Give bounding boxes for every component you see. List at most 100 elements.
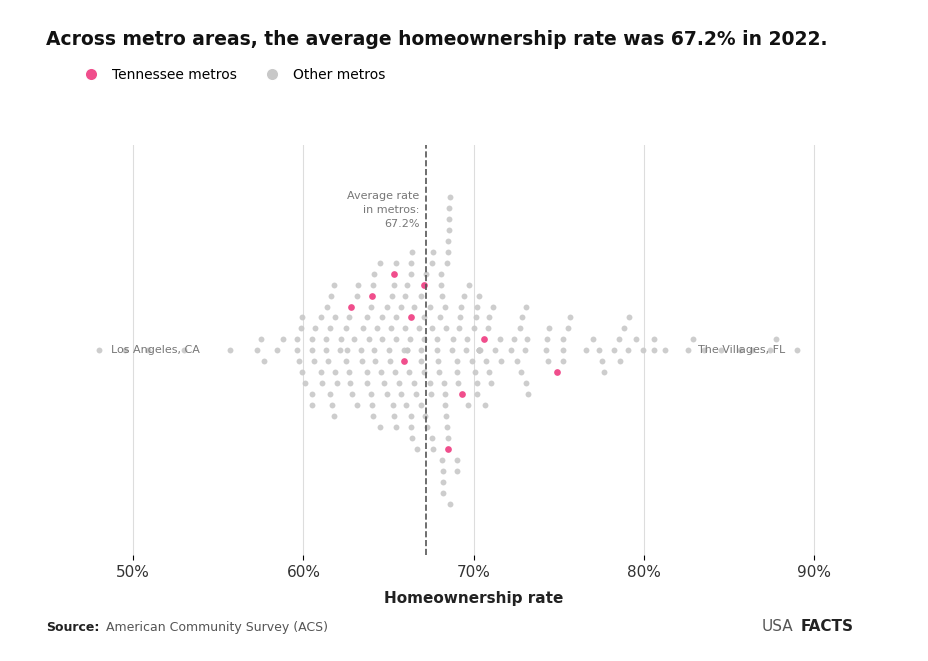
Point [304, 389, 319, 399]
Point [439, 410, 454, 421]
Point [327, 367, 342, 377]
Point [388, 334, 403, 344]
Point [366, 410, 380, 421]
Point [471, 345, 486, 356]
Point [407, 389, 422, 399]
Point [762, 345, 777, 356]
Point [437, 400, 452, 410]
Point [470, 301, 484, 312]
Point [403, 422, 418, 432]
Point [315, 378, 329, 389]
Point [458, 334, 473, 344]
Text: Los Angeles, CA: Los Angeles, CA [110, 345, 200, 356]
Point [657, 345, 672, 356]
Point [440, 247, 455, 257]
Point [318, 334, 333, 344]
Point [388, 422, 403, 432]
Point [350, 400, 365, 410]
Point [443, 498, 458, 509]
Point [425, 444, 440, 454]
Point [338, 356, 353, 367]
Point [493, 356, 508, 367]
Point [484, 301, 499, 312]
Point [442, 203, 457, 214]
Point [304, 400, 319, 410]
Point [314, 367, 329, 377]
Point [304, 334, 319, 344]
Point [249, 345, 264, 356]
Point [458, 345, 472, 356]
Point [418, 410, 432, 421]
Point [481, 367, 496, 377]
Text: The Villages, FL: The Villages, FL [698, 345, 784, 356]
Point [481, 323, 496, 334]
Point [404, 247, 419, 257]
Point [413, 345, 428, 356]
Point [327, 410, 342, 421]
Point [471, 345, 486, 356]
Point [391, 378, 406, 389]
Point [319, 301, 334, 312]
Point [621, 312, 636, 323]
X-axis label: Homeownership rate: Homeownership rate [383, 591, 563, 606]
Point [438, 323, 453, 334]
Point [177, 345, 192, 356]
Point [430, 334, 445, 344]
Point [469, 378, 483, 389]
Point [396, 356, 411, 367]
Legend: Tennessee metros, Other metros: Tennessee metros, Other metros [71, 62, 390, 87]
Point [322, 323, 337, 334]
Point [611, 334, 625, 344]
Point [399, 280, 414, 290]
Point [425, 247, 440, 257]
Point [538, 345, 553, 356]
Point [419, 268, 433, 279]
Point [486, 345, 501, 356]
Point [430, 345, 445, 356]
Point [549, 367, 564, 377]
Point [326, 280, 341, 290]
Point [457, 290, 471, 301]
Point [476, 334, 491, 344]
Point [509, 356, 523, 367]
Point [416, 367, 431, 377]
Point [364, 389, 379, 399]
Point [612, 356, 626, 367]
Point [342, 312, 356, 323]
Point [306, 356, 321, 367]
Point [377, 378, 392, 389]
Point [361, 334, 376, 344]
Point [519, 301, 534, 312]
Point [406, 301, 421, 312]
Point [439, 422, 454, 432]
Point [140, 345, 155, 356]
Point [389, 257, 404, 268]
Point [492, 334, 507, 344]
Point [324, 290, 339, 301]
Point [329, 378, 343, 389]
Text: American Community Survey (ACS): American Community Survey (ACS) [106, 621, 328, 635]
Point [293, 323, 308, 334]
Point [435, 465, 450, 476]
Point [276, 334, 290, 344]
Point [434, 290, 449, 301]
Point [431, 356, 445, 367]
Point [596, 367, 611, 377]
Point [539, 334, 554, 344]
Point [470, 290, 485, 301]
Point [332, 345, 347, 356]
Point [414, 400, 429, 410]
Point [635, 345, 650, 356]
Point [411, 323, 426, 334]
Point [308, 323, 323, 334]
Point [424, 323, 439, 334]
Point [560, 323, 574, 334]
Point [453, 301, 468, 312]
Point [789, 345, 804, 356]
Point [685, 334, 700, 344]
Text: FACTS: FACTS [800, 619, 853, 635]
Point [383, 323, 398, 334]
Point [442, 192, 457, 202]
Point [744, 345, 759, 356]
Point [386, 268, 401, 279]
